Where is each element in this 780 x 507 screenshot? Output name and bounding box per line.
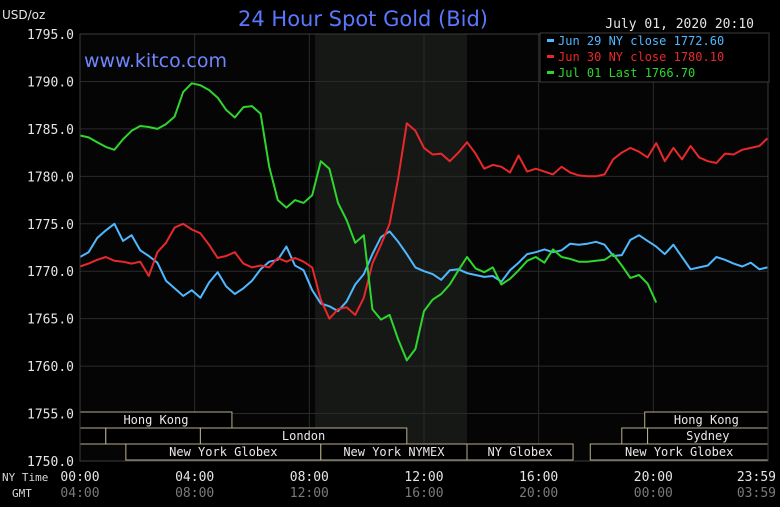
- y-tick-label: 1750.0: [27, 455, 74, 470]
- y-tick-label: 1780.0: [27, 170, 74, 185]
- legend-swatch-jul01: [547, 71, 554, 74]
- date-label: July 01, 2020 20:10: [605, 17, 754, 32]
- session-label: Hong Kong: [674, 413, 739, 427]
- x-axis-label-ny: NY Time: [2, 471, 48, 484]
- grid-lines: [80, 33, 768, 462]
- y-tick-label: 1795.0: [27, 28, 74, 43]
- unit-label: USD/oz: [2, 8, 45, 22]
- x-tick-label-gmt: 16:00: [404, 486, 443, 501]
- x-tick-label-gmt: 04:00: [60, 486, 99, 501]
- x-tick-label-gmt: 03:59: [737, 486, 776, 501]
- session-label: Hong Kong: [123, 413, 188, 427]
- x-tick-label-gmt: 08:00: [175, 486, 214, 501]
- session-label: London: [282, 429, 325, 443]
- x-axis-label-gmt: GMT: [12, 487, 32, 500]
- nymex-shaded-region: [315, 34, 467, 461]
- y-tick-label: 1770.0: [27, 265, 74, 280]
- price-lines: [79, 82, 769, 362]
- x-tick-label-ny: 04:00: [175, 470, 214, 485]
- x-tick-label-gmt: 12:00: [290, 486, 329, 501]
- legend-item-jun30: Jun 30 NY close 1780.10: [558, 50, 724, 64]
- y-tick-label: 1785.0: [27, 123, 74, 138]
- y-tick-label: 1755.0: [27, 408, 74, 423]
- session-label: Sydney: [686, 429, 729, 443]
- x-axis: 00:0004:0004:0008:0008:0012:0012:0016:00…: [60, 470, 776, 501]
- x-tick-label-ny: 16:00: [519, 470, 558, 485]
- legend-swatch-jun30: [547, 55, 554, 58]
- x-tick-label-gmt: 00:00: [634, 486, 673, 501]
- chart-title: 24 Hour Spot Gold (Bid): [238, 7, 488, 31]
- y-tick-label: 1790.0: [27, 75, 74, 90]
- session-label: NY Globex: [488, 445, 553, 459]
- y-tick-label: 1765.0: [27, 313, 74, 328]
- x-tick-label-ny: 20:00: [634, 470, 673, 485]
- x-tick-label-ny: 08:00: [290, 470, 329, 485]
- session-band: [466, 443, 574, 461]
- session-label: New York NYMEX: [343, 445, 445, 459]
- series-line-1: [79, 122, 769, 320]
- legend-item-jul01: Jul 01 Last 1766.70: [558, 66, 695, 80]
- x-tick-label-ny: 23:59: [737, 470, 776, 485]
- y-axis: 1795.0 1790.0 1785.0 1780.0 1775.0 1770.0 1765…: [27, 28, 74, 470]
- session-label: New York Globex: [625, 445, 733, 459]
- series-line-2: [79, 82, 658, 362]
- session-band: [105, 427, 201, 445]
- x-tick-label-gmt: 20:00: [519, 486, 558, 501]
- legend-swatch-jun29: [547, 39, 554, 42]
- legend: Jun 29 NY close 1772.60 Jun 30 NY close …: [539, 32, 770, 83]
- legend-item-jun29: Jun 29 NY close 1772.60: [558, 34, 724, 48]
- y-tick-label: 1760.0: [27, 360, 74, 375]
- session-label: New York Globex: [169, 445, 277, 459]
- legend-box: [539, 32, 770, 83]
- plot-border: [79, 33, 769, 462]
- x-tick-label-ny: 12:00: [404, 470, 443, 485]
- y-tick-label: 1775.0: [27, 218, 74, 233]
- website-label: www.kitco.com: [84, 50, 227, 72]
- session-band: [79, 427, 107, 445]
- x-tick-label-ny: 00:00: [60, 470, 99, 485]
- session-band: [621, 427, 649, 445]
- series-line-0: [79, 222, 768, 313]
